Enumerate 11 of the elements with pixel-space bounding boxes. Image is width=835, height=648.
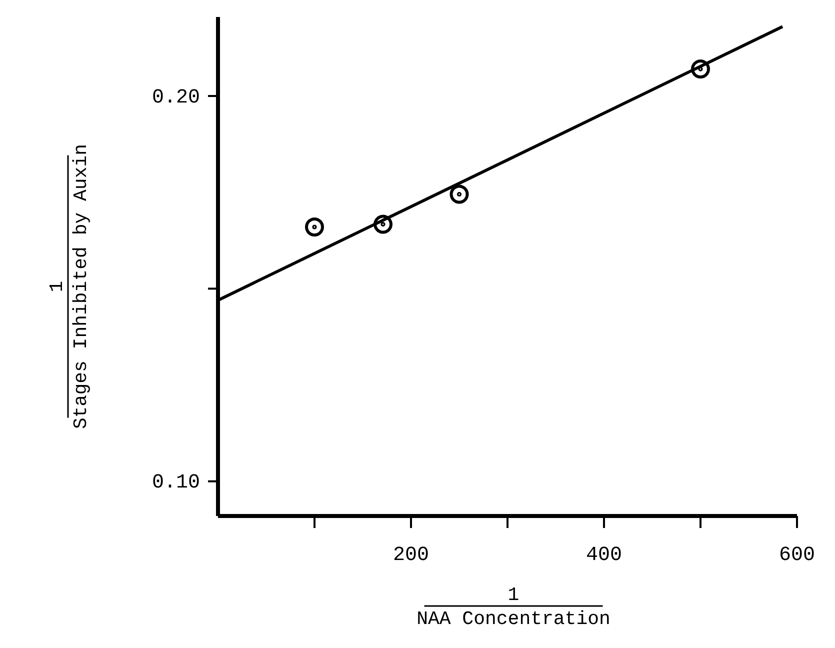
x-tick-label: 200 <box>392 544 430 568</box>
point <box>691 60 710 79</box>
point <box>305 218 324 236</box>
x-axis-title: 1 NAA Concentration <box>416 584 610 630</box>
x-tick-label: 600 <box>778 544 816 568</box>
point <box>374 214 393 234</box>
y-tick-label: 0.10 <box>152 472 200 495</box>
y-axis-title: 1 Stages Inhibited by Auxin <box>46 144 92 430</box>
point <box>450 184 469 204</box>
x-tick-label: 400 <box>586 544 622 568</box>
y-tick-label: 0.20 <box>152 86 200 110</box>
